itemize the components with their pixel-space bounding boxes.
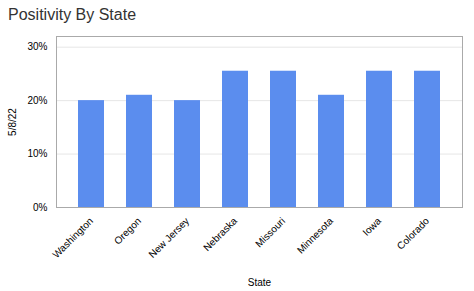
- svg-text:0%: 0%: [33, 202, 48, 213]
- svg-text:5/8/22: 5/8/22: [7, 108, 18, 136]
- svg-text:Minnesota: Minnesota: [295, 215, 336, 256]
- svg-text:20%: 20%: [27, 95, 47, 106]
- svg-text:Nebraska: Nebraska: [201, 215, 239, 253]
- svg-text:Iowa: Iowa: [360, 215, 383, 238]
- svg-text:30%: 30%: [27, 41, 47, 52]
- svg-text:Colorado: Colorado: [395, 215, 432, 252]
- svg-text:New Jersey: New Jersey: [146, 215, 191, 260]
- svg-text:Missouri: Missouri: [253, 215, 287, 249]
- svg-text:Oregon: Oregon: [112, 215, 143, 246]
- svg-text:State: State: [248, 277, 272, 288]
- svg-text:Washington: Washington: [50, 215, 95, 260]
- html-text:Positivity By State: Positivity By State: [8, 6, 136, 23]
- svg-text:10%: 10%: [27, 148, 47, 159]
